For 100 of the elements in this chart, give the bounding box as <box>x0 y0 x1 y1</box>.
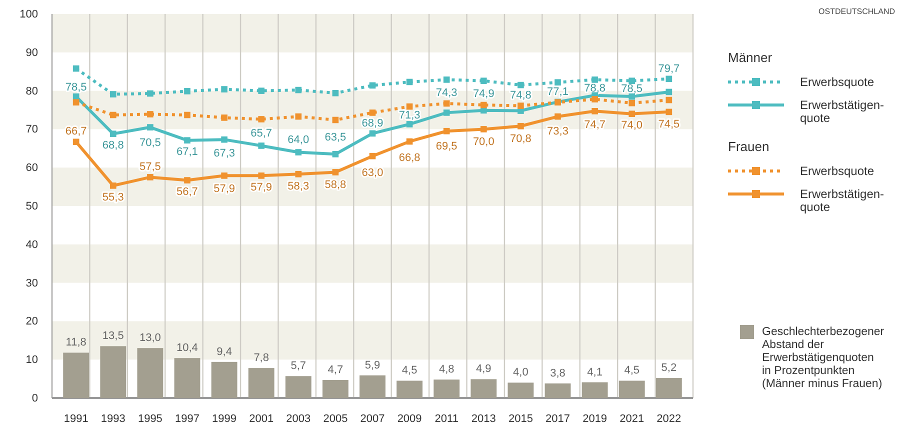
x-tick-label: 2001 <box>249 412 274 425</box>
data-label: 79,7 <box>658 62 680 75</box>
data-label: 68,8 <box>102 140 124 152</box>
x-tick-label: 2022 <box>656 412 682 425</box>
data-label: 57,9 <box>250 181 272 194</box>
point <box>110 112 116 118</box>
text: Männer <box>728 50 773 65</box>
data-label: 58,3 <box>288 180 310 192</box>
point <box>406 138 413 145</box>
point <box>295 149 302 156</box>
data-label: 63,0 <box>362 166 384 179</box>
point <box>258 116 265 122</box>
legend-label: Erwerbstätigen- quote <box>800 187 884 214</box>
data-label: 74,5 <box>658 118 680 131</box>
data-label: 73,3 <box>547 125 568 138</box>
x-tick-label: 1999 <box>212 412 237 425</box>
x-tick-label: 1995 <box>138 412 162 425</box>
data-label: 77,1 <box>547 86 568 98</box>
y-tick-label: 0 <box>32 392 38 405</box>
x-tick-label: 2011 <box>434 412 458 425</box>
data-label: 78,5 <box>65 81 87 94</box>
point <box>628 100 636 106</box>
point <box>518 82 524 88</box>
y-tick-label: 50 <box>26 200 38 213</box>
point <box>666 76 672 82</box>
y-tick-label: 70 <box>26 124 38 136</box>
data-label: 64,0 <box>288 134 310 146</box>
data-label: 5,2 <box>661 362 677 374</box>
point <box>628 110 636 118</box>
data-label: 70,5 <box>139 137 161 150</box>
data-label: 4,8 <box>438 364 454 376</box>
point <box>518 102 524 109</box>
point <box>592 108 598 114</box>
data-label: 3,8 <box>550 367 566 380</box>
data-label: 71,3 <box>398 110 420 122</box>
point <box>221 136 228 143</box>
point <box>221 114 228 121</box>
x-tick-label: 1997 <box>175 412 200 425</box>
x-tick-label: 2015 <box>508 412 533 425</box>
x-tick-label: 2007 <box>360 412 385 425</box>
text: Frauen <box>728 139 770 154</box>
x-tick-label: 2005 <box>323 412 348 425</box>
x-tick-label: 2003 <box>286 412 311 425</box>
y-tick-label: 10 <box>26 354 38 366</box>
legend-label: Erwerbstätigen- quote <box>800 98 884 125</box>
point <box>110 182 116 189</box>
point <box>480 78 487 84</box>
point <box>369 152 376 160</box>
data-label: 66,8 <box>398 152 420 164</box>
data-label: 57,9 <box>214 182 236 195</box>
point <box>110 130 116 137</box>
data-label: 4,1 <box>587 366 602 378</box>
data-label: 65,7 <box>250 128 272 140</box>
x-tick-label: 2013 <box>471 412 496 425</box>
point <box>258 142 265 149</box>
point <box>592 76 598 83</box>
point <box>332 90 339 96</box>
point <box>184 112 190 118</box>
data-label: 5,7 <box>290 360 306 372</box>
point <box>443 128 450 134</box>
point <box>295 86 302 94</box>
point <box>221 172 228 179</box>
point <box>295 113 302 120</box>
point <box>369 130 376 137</box>
data-label: 57,5 <box>139 161 161 173</box>
point <box>72 138 80 146</box>
y-tick-label: 90 <box>26 46 38 59</box>
point <box>554 113 561 120</box>
y-tick-label: 30 <box>26 277 38 290</box>
data-label: 70,8 <box>510 132 532 145</box>
data-label: 13,0 <box>139 332 161 344</box>
data-label: 74,9 <box>472 88 494 100</box>
data-label: 74,0 <box>621 120 643 132</box>
data-label: 5,9 <box>364 359 380 372</box>
x-tick-label: 2021 <box>620 412 644 425</box>
data-label: 56,7 <box>176 186 198 198</box>
point <box>406 121 413 128</box>
data-label: 74,7 <box>584 118 606 131</box>
point <box>184 137 190 144</box>
point <box>666 88 672 96</box>
point <box>258 172 265 179</box>
point <box>332 169 339 176</box>
point <box>332 116 339 124</box>
point <box>592 96 598 102</box>
data-label: 68,9 <box>362 118 384 130</box>
data-label: 74,3 <box>436 86 458 99</box>
text: OSTDEUTSCHLAND <box>818 7 896 16</box>
x-tick-label: 2009 <box>397 412 422 425</box>
data-label: 67,1 <box>176 146 198 158</box>
x-tick-label: 1993 <box>100 412 126 425</box>
point <box>147 90 154 97</box>
data-label: 4,5 <box>624 364 640 377</box>
point <box>480 126 487 132</box>
point <box>184 177 190 184</box>
data-label: 70,0 <box>472 136 494 148</box>
data-label: 78,8 <box>584 82 606 95</box>
y-tick-label: 60 <box>26 162 38 174</box>
data-label: 10,4 <box>176 342 198 354</box>
data-label: 13,5 <box>102 330 124 342</box>
point <box>443 110 450 116</box>
